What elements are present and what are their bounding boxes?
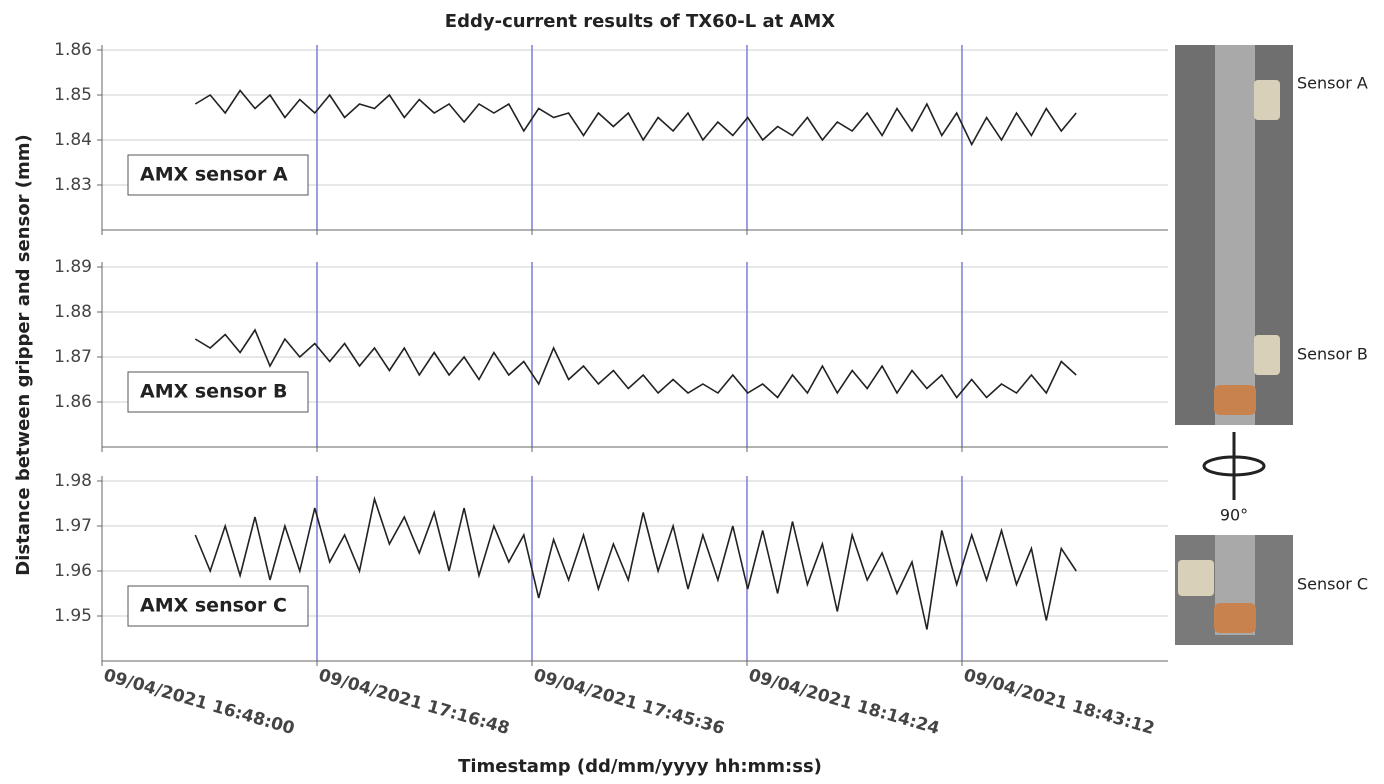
legend-box: [127, 371, 309, 413]
y-tick-label: 1.87: [54, 347, 92, 367]
photo-label: Sensor C: [1297, 575, 1368, 594]
y-tick-label: 1.95: [54, 606, 92, 626]
y-tick-label: 1.98: [54, 471, 92, 491]
photo-label: Sensor B: [1297, 345, 1368, 364]
y-tick-label: 1.85: [54, 85, 92, 105]
y-axis-label: Distance between gripper and sensor (mm): [13, 134, 34, 575]
x-axis-label: Timestamp (dd/mm/yyyy hh:mm:ss): [458, 756, 822, 777]
sensor-c-head: [1178, 560, 1214, 596]
rotation-arrow: [1202, 455, 1266, 477]
data-line: [194, 89, 1077, 147]
y-tick-label: 1.88: [54, 302, 92, 322]
x-tick-label: 09/04/2021 18:43:12: [961, 665, 1156, 739]
chart-title: Eddy-current results of TX60-L at AMX: [445, 11, 836, 32]
sensor-b-head: [1254, 335, 1280, 375]
y-tick-label: 1.89: [54, 257, 92, 277]
y-tick-label: 1.83: [54, 175, 92, 195]
y-tick-label: 1.86: [54, 40, 92, 60]
x-tick-label: 09/04/2021 17:16:48: [316, 665, 511, 739]
photo-label: Sensor A: [1297, 74, 1368, 93]
legend-label: AMX sensor C: [140, 595, 287, 617]
x-tick-label: 09/04/2021 16:48:00: [101, 665, 297, 739]
legend-box: [127, 585, 309, 627]
y-tick-label: 1.97: [54, 516, 92, 536]
legend-label: AMX sensor B: [140, 381, 287, 403]
legend-label: AMX sensor A: [140, 164, 288, 186]
photo-label: 90°: [1220, 506, 1248, 525]
y-tick-label: 1.84: [54, 130, 92, 150]
photos: Sensor A Sensor B 90° Sensor C: [1175, 45, 1368, 645]
legend-box: [127, 154, 309, 196]
gripper-tip: [1214, 385, 1256, 415]
data-line: [194, 328, 1077, 399]
gripper-tip: [1214, 603, 1256, 633]
data-line: [194, 495, 1077, 630]
x-tick-label: 09/04/2021 17:45:36: [531, 665, 726, 739]
sensor-a-head: [1254, 80, 1280, 120]
y-tick-label: 1.86: [54, 392, 92, 412]
y-tick-label: 1.96: [54, 561, 92, 581]
x-tick-label: 09/04/2021 18:14:24: [746, 665, 942, 739]
gripper: [1215, 45, 1255, 425]
